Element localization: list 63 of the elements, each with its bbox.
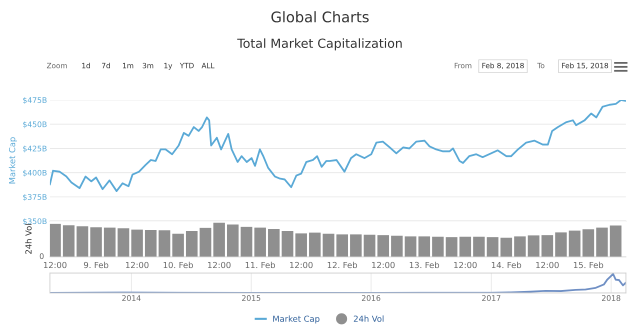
bar (309, 232, 321, 257)
bar (76, 226, 88, 257)
bar (158, 230, 170, 257)
bar (486, 237, 498, 257)
x-tick-label: 12:00 (372, 262, 395, 268)
bar (350, 234, 362, 257)
bar (582, 229, 594, 257)
bar (432, 236, 444, 257)
bar (446, 237, 458, 257)
x-tick-label: 12:00 (454, 262, 477, 268)
bar (282, 230, 294, 257)
y-axis-title: Market Cap (8, 137, 17, 184)
bar (200, 228, 212, 257)
x-tick-label: 12:00 (44, 262, 66, 268)
bar (404, 236, 416, 257)
x-tick-label: 12:00 (208, 262, 231, 268)
line-series (50, 100, 626, 192)
legend-label: Market Cap (273, 315, 320, 324)
bar (322, 234, 334, 257)
bar (596, 228, 608, 257)
legend-label: 24h Vol (354, 315, 384, 322)
bar (364, 234, 376, 257)
bar (541, 235, 554, 257)
x-tick-label: 11. Feb (246, 262, 276, 268)
bar (500, 238, 512, 257)
bar (90, 227, 102, 257)
x-tick-label: 12:00 (126, 262, 149, 268)
x-tick-label: 9. Feb (84, 262, 108, 268)
bar (418, 236, 430, 257)
bar (473, 236, 485, 257)
bar (131, 230, 143, 257)
bar (62, 225, 75, 257)
bar (268, 228, 280, 257)
x-tick-label: 15. Feb (574, 262, 604, 268)
bar (514, 236, 526, 257)
x-tick-label: 12:00 (536, 262, 559, 268)
bar (50, 224, 61, 257)
chart-title: Global Charts (271, 11, 369, 22)
bar (295, 233, 307, 257)
bar (459, 236, 472, 257)
bar (186, 230, 198, 257)
bar (213, 222, 225, 257)
bar (118, 228, 130, 257)
x-tick-label: 12. Feb (328, 262, 358, 268)
bar (336, 234, 348, 257)
bar (555, 232, 567, 257)
bar (528, 235, 540, 257)
bar (377, 235, 390, 257)
bar (254, 228, 266, 257)
x-tick-label: 13. Feb (410, 262, 440, 268)
bar (568, 230, 580, 257)
chart-subtitle: Total Market Capitalization (237, 38, 402, 50)
bar (391, 236, 403, 257)
x-tick-label: 14. Feb (492, 262, 522, 268)
x-tick-label: 10. Feb (164, 262, 193, 268)
x-tick-label: 12:00 (290, 262, 313, 268)
y-axis-title: 24h Vol (25, 224, 32, 254)
bar (610, 226, 622, 257)
bar (104, 228, 116, 257)
bar (240, 226, 252, 257)
bar (226, 224, 239, 257)
bar (172, 234, 184, 257)
bar (144, 230, 157, 257)
